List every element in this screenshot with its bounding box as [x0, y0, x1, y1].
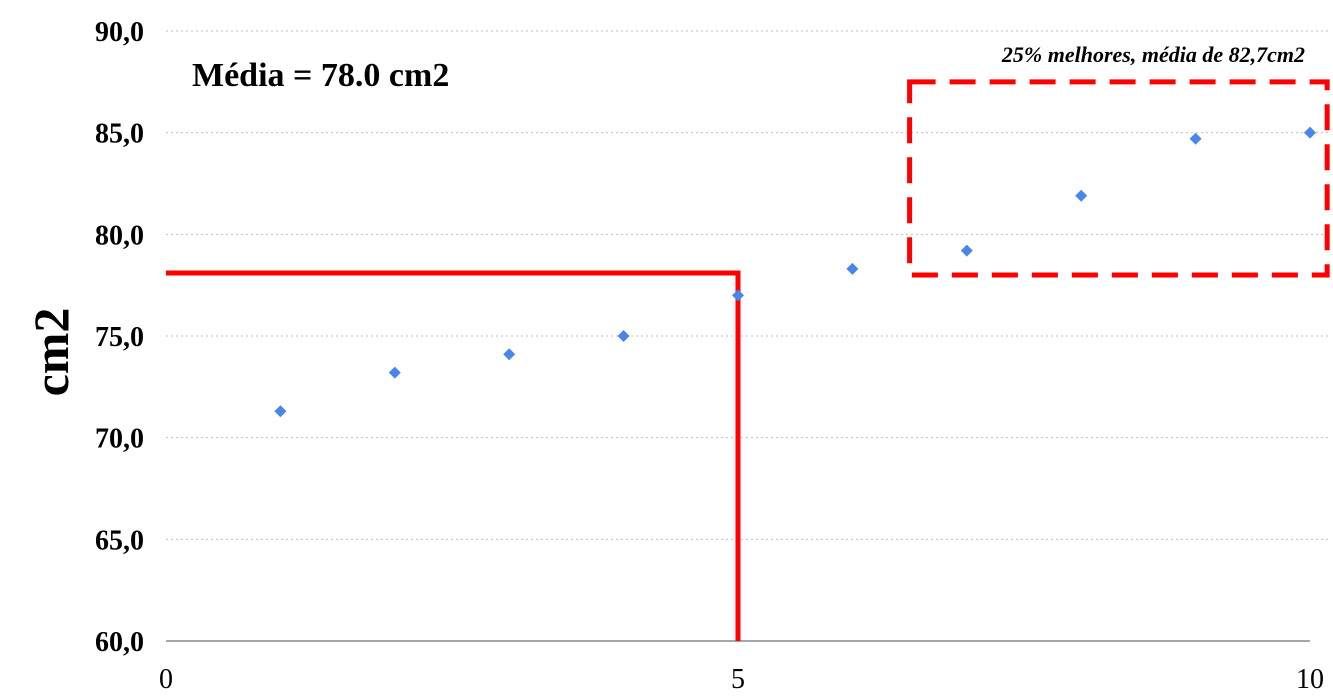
data-point — [617, 330, 630, 342]
mean-line — [166, 270, 741, 641]
data-points — [274, 126, 1316, 418]
data-point — [388, 366, 401, 379]
y-tick-label: 60,0 — [95, 627, 144, 658]
mean-annotation: Média = 78.0 cm2 — [192, 57, 449, 94]
top-quartile-box — [907, 79, 1330, 278]
data-point — [1189, 132, 1202, 145]
y-tick-label: 70,0 — [95, 424, 144, 455]
y-tick-label: 90,0 — [95, 17, 144, 48]
top-quartile-rect — [907, 79, 1330, 278]
y-axis-label: cm2 — [23, 308, 79, 397]
data-point — [846, 262, 859, 275]
gridlines — [166, 30, 1330, 540]
data-point — [960, 244, 973, 257]
y-tick-label: 80,0 — [95, 220, 144, 251]
data-point — [274, 405, 287, 418]
x-tick-label: 5 — [731, 664, 745, 695]
x-tick-label: 0 — [159, 664, 173, 695]
x-tick-labels: 0 5 10 — [159, 664, 1324, 695]
x-tick-label: 10 — [1296, 664, 1324, 695]
data-point — [1075, 189, 1088, 202]
data-point — [732, 289, 744, 302]
y-tick-label: 65,0 — [95, 525, 144, 556]
y-tick-label: 85,0 — [95, 119, 144, 150]
data-point — [503, 348, 516, 361]
data-point — [1304, 126, 1316, 139]
y-tick-label: 75,0 — [95, 322, 144, 353]
mean-line-path — [166, 270, 741, 641]
y-tick-labels: 60,0 65,0 70,0 75,0 80,0 85,0 90,0 — [95, 17, 144, 658]
top-quartile-annotation: 25% melhores, média de 82,7cm2 — [1001, 42, 1305, 67]
